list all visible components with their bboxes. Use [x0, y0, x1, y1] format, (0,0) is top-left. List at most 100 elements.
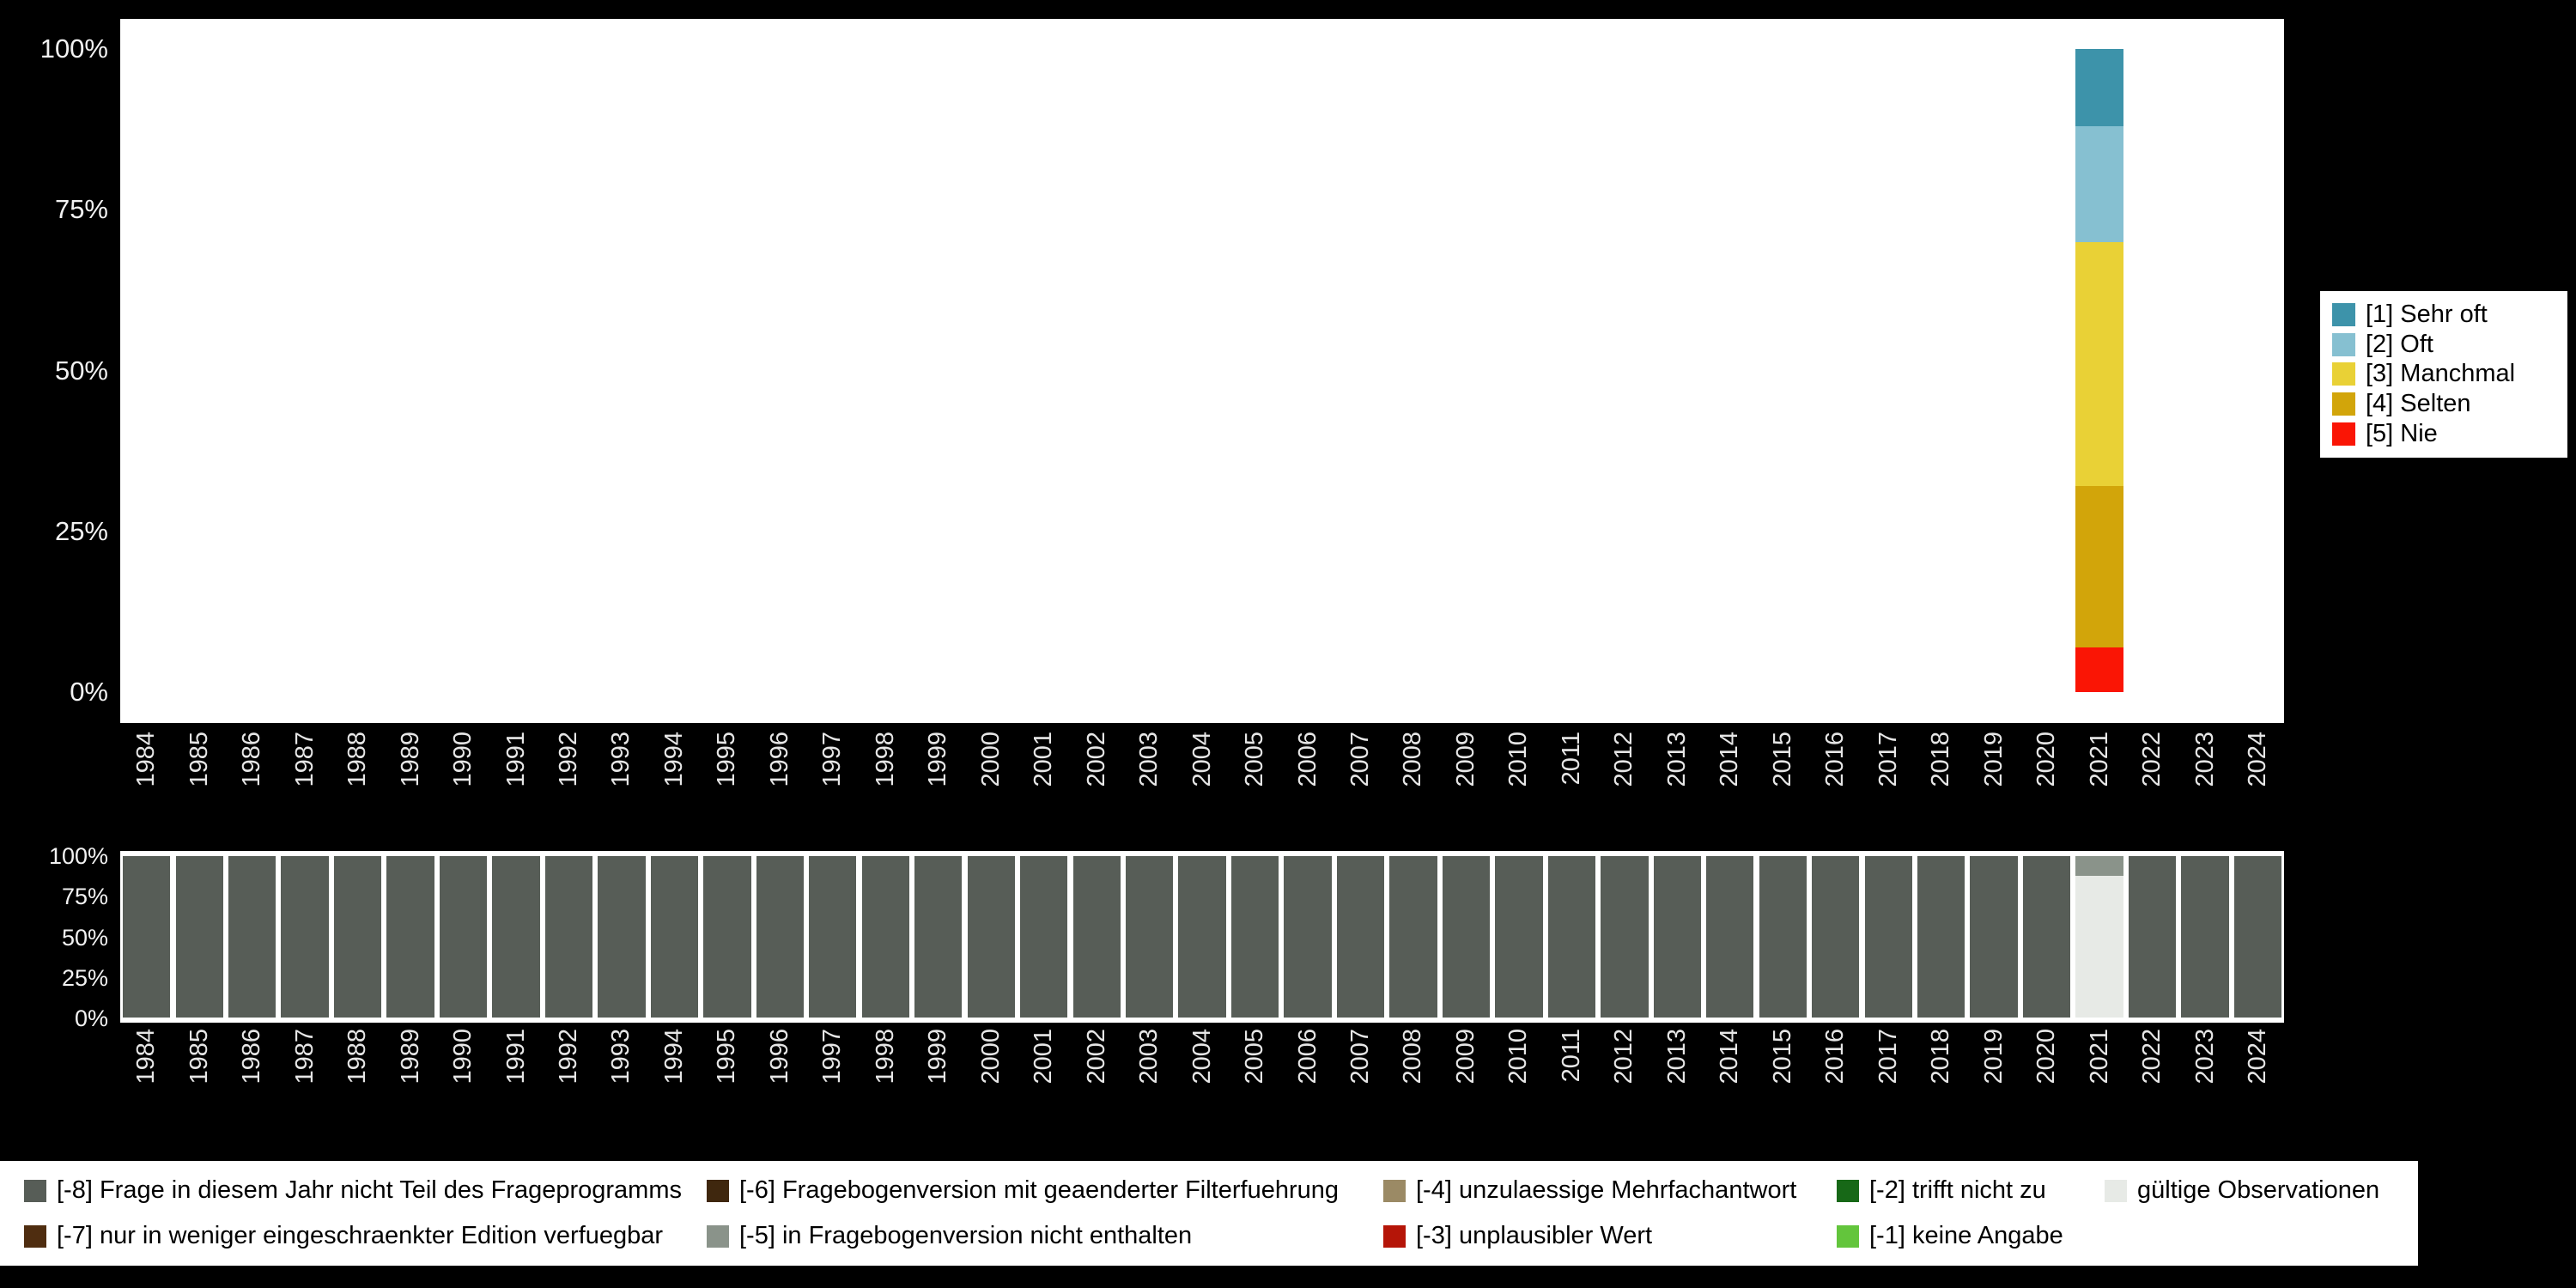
- bar-segment[interactable]: [1759, 856, 1807, 1018]
- bar-segment[interactable]: [439, 856, 488, 1018]
- bar-segment[interactable]: [175, 856, 223, 1018]
- bar-segment[interactable]: [1020, 856, 1068, 1018]
- bar-segment[interactable]: [1178, 856, 1226, 1018]
- bar-2014: [1706, 49, 1754, 692]
- bar-slot: [1651, 49, 1704, 692]
- bar-segment[interactable]: [2075, 49, 2124, 126]
- bar-1987: [281, 856, 329, 1018]
- y-axis-tick-label: 0%: [70, 677, 108, 707]
- x-axis-slot: 2011: [1546, 1029, 1598, 1140]
- x-axis-tick-label: 2016: [1821, 1029, 1850, 1084]
- bar-segment[interactable]: [2128, 856, 2177, 1018]
- bar-1997: [809, 856, 857, 1018]
- bar-segment[interactable]: [809, 856, 857, 1018]
- bar-segment[interactable]: [1125, 856, 1174, 1018]
- bar-slot: [1387, 49, 1439, 692]
- bar-segment[interactable]: [1389, 856, 1437, 1018]
- x-axis-tick-label: 2007: [1346, 1029, 1375, 1084]
- bar-slot: [806, 49, 859, 692]
- x-axis-tick-label: 1994: [659, 1029, 688, 1084]
- legend-label: [-5] in Fragebogenversion nicht enthalte…: [739, 1222, 1193, 1249]
- legend-swatch: [1837, 1224, 1859, 1248]
- legend-label: [-1] keine Angabe: [1869, 1222, 2063, 1249]
- x-axis-tick-label: 2009: [1451, 732, 1479, 787]
- bar-slot: [173, 856, 225, 1018]
- x-axis-tick-label: 1997: [818, 732, 847, 787]
- bar-segment[interactable]: [2075, 125, 2124, 242]
- x-axis-tick-label: 1990: [449, 1029, 477, 1084]
- bar-segment[interactable]: [2075, 856, 2123, 876]
- bar-1993: [598, 49, 646, 692]
- bar-segment[interactable]: [914, 856, 963, 1018]
- bar-segment[interactable]: [1864, 856, 1912, 1018]
- bar-segment[interactable]: [650, 856, 699, 1018]
- bar-segment[interactable]: [1706, 856, 1754, 1018]
- bar-segment[interactable]: [333, 856, 382, 1018]
- x-axis-slot: 2020: [2020, 732, 2073, 843]
- bar-segment[interactable]: [756, 856, 805, 1018]
- bar-slot: [2232, 856, 2284, 1018]
- x-axis-tick-label: 1988: [343, 1029, 372, 1084]
- bar-1994: [650, 49, 698, 692]
- x-axis-slot: 1995: [701, 732, 753, 843]
- bar-segment[interactable]: [2181, 856, 2229, 1018]
- bar-segment[interactable]: [1653, 856, 1701, 1018]
- x-axis-tick-label: 2011: [1557, 732, 1585, 786]
- x-axis-slot: 1996: [754, 732, 806, 843]
- bar-segment[interactable]: [2022, 856, 2071, 1018]
- bar-slot: [965, 49, 1018, 692]
- bar-slot: [543, 856, 595, 1018]
- bar-segment[interactable]: [1495, 856, 1543, 1018]
- x-axis-tick-label: 1999: [924, 732, 952, 787]
- legend-item: [2] Oft: [2332, 331, 2555, 359]
- x-axis-tick-label: 1992: [554, 732, 582, 787]
- x-axis-tick-label: 1985: [185, 732, 213, 787]
- x-axis-tick-label: 1993: [607, 1029, 635, 1084]
- bar-slot: [1018, 856, 1070, 1018]
- bar-segment[interactable]: [2075, 241, 2124, 487]
- bar-segment[interactable]: [2233, 856, 2282, 1018]
- bar-segment[interactable]: [228, 856, 276, 1018]
- x-axis-slot: 2002: [1070, 1029, 1122, 1140]
- bar-segment[interactable]: [492, 856, 540, 1018]
- bar-1984: [123, 49, 171, 692]
- bar-2016: [1812, 49, 1860, 692]
- bar-2018: [1917, 856, 1965, 1018]
- legend-swatch: [1837, 1179, 1859, 1202]
- bar-slot: [1704, 856, 1756, 1018]
- bar-segment[interactable]: [1442, 856, 1491, 1018]
- bar-segment[interactable]: [123, 856, 171, 1018]
- bar-segment[interactable]: [1336, 856, 1385, 1018]
- bar-segment[interactable]: [1284, 856, 1332, 1018]
- bar-segment[interactable]: [703, 856, 751, 1018]
- bar-segment[interactable]: [1917, 856, 1965, 1018]
- bar-segment[interactable]: [1547, 856, 1596, 1018]
- x-axis-slot: 2010: [1492, 732, 1545, 843]
- bar-segment[interactable]: [2075, 875, 2123, 1018]
- bar-slot: [331, 49, 384, 692]
- bar-segment[interactable]: [1812, 856, 1860, 1018]
- x-axis-tick-label: 1995: [713, 732, 741, 787]
- x-axis-tick-label: 1997: [818, 1029, 847, 1084]
- bar-segment[interactable]: [281, 856, 329, 1018]
- bar-2011: [1547, 49, 1595, 692]
- bar-segment[interactable]: [1970, 856, 2018, 1018]
- legend-label: [3] Manchmal: [2366, 360, 2516, 388]
- x-axis-tick-label: 1987: [290, 1029, 319, 1084]
- bar-segment[interactable]: [1601, 856, 1649, 1018]
- legend-item: [5] Nie: [2332, 420, 2555, 448]
- bar-segment[interactable]: [2075, 647, 2124, 692]
- bar-segment[interactable]: [598, 856, 646, 1018]
- x-axis-slot: 1984: [120, 1029, 173, 1140]
- bar-segment[interactable]: [1230, 856, 1279, 1018]
- bar-segment[interactable]: [967, 856, 1015, 1018]
- bar-slot: [278, 49, 331, 692]
- x-axis-slot: 1988: [331, 732, 384, 843]
- x-axis-slot: 2021: [2073, 732, 2125, 843]
- bar-slot: [1281, 49, 1334, 692]
- bar-segment[interactable]: [544, 856, 593, 1018]
- bar-segment[interactable]: [861, 856, 909, 1018]
- bar-segment[interactable]: [386, 856, 434, 1018]
- bar-segment[interactable]: [1072, 856, 1121, 1018]
- bar-segment[interactable]: [2075, 486, 2124, 647]
